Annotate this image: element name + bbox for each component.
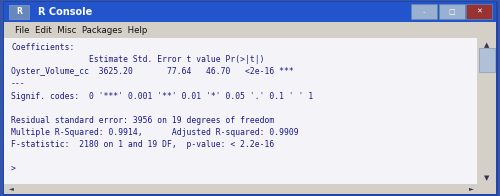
Text: ►: ► bbox=[468, 187, 473, 191]
Text: ---: --- bbox=[11, 80, 26, 89]
Text: Multiple R-Squared: 0.9914,      Adjusted R-squared: 0.9909: Multiple R-Squared: 0.9914, Adjusted R-s… bbox=[11, 128, 298, 137]
Text: R Console: R Console bbox=[38, 7, 92, 17]
Text: Oyster_Volume_cc  3625.20       77.64   46.70   <2e-16 ***: Oyster_Volume_cc 3625.20 77.64 46.70 <2e… bbox=[11, 67, 294, 76]
Bar bbox=[4, 22, 496, 38]
Text: R: R bbox=[16, 7, 22, 16]
Text: ✕: ✕ bbox=[476, 9, 482, 15]
Bar bbox=[411, 5, 437, 19]
Text: ▲: ▲ bbox=[484, 42, 489, 48]
Text: ▼: ▼ bbox=[484, 175, 489, 181]
Bar bbox=[438, 5, 464, 19]
Text: ◄: ◄ bbox=[8, 187, 14, 191]
Bar bbox=[4, 184, 477, 194]
Text: Residual standard error: 3956 on 19 degrees of freedom: Residual standard error: 3956 on 19 degr… bbox=[11, 116, 274, 125]
Text: □: □ bbox=[448, 9, 455, 15]
Text: Signif. codes:  0 '***' 0.001 '**' 0.01 '*' 0.05 '.' 0.1 ' ' 1: Signif. codes: 0 '***' 0.001 '**' 0.01 '… bbox=[11, 92, 313, 101]
Bar bbox=[466, 5, 492, 19]
Text: File  Edit  Misc  Packages  Help: File Edit Misc Packages Help bbox=[15, 26, 148, 35]
Text: -: - bbox=[423, 9, 425, 15]
Bar bbox=[4, 2, 496, 22]
Bar bbox=[477, 38, 496, 184]
Text: Coefficients:: Coefficients: bbox=[11, 43, 74, 52]
Bar bbox=[9, 5, 29, 19]
Bar bbox=[4, 38, 477, 184]
Text: >: > bbox=[11, 164, 21, 173]
Text: Estimate Std. Error t value Pr(>|t|): Estimate Std. Error t value Pr(>|t|) bbox=[11, 55, 264, 64]
Bar bbox=[478, 48, 494, 72]
Text: F-statistic:  2180 on 1 and 19 DF,  p-value: < 2.2e-16: F-statistic: 2180 on 1 and 19 DF, p-valu… bbox=[11, 140, 274, 149]
Bar bbox=[477, 184, 496, 194]
